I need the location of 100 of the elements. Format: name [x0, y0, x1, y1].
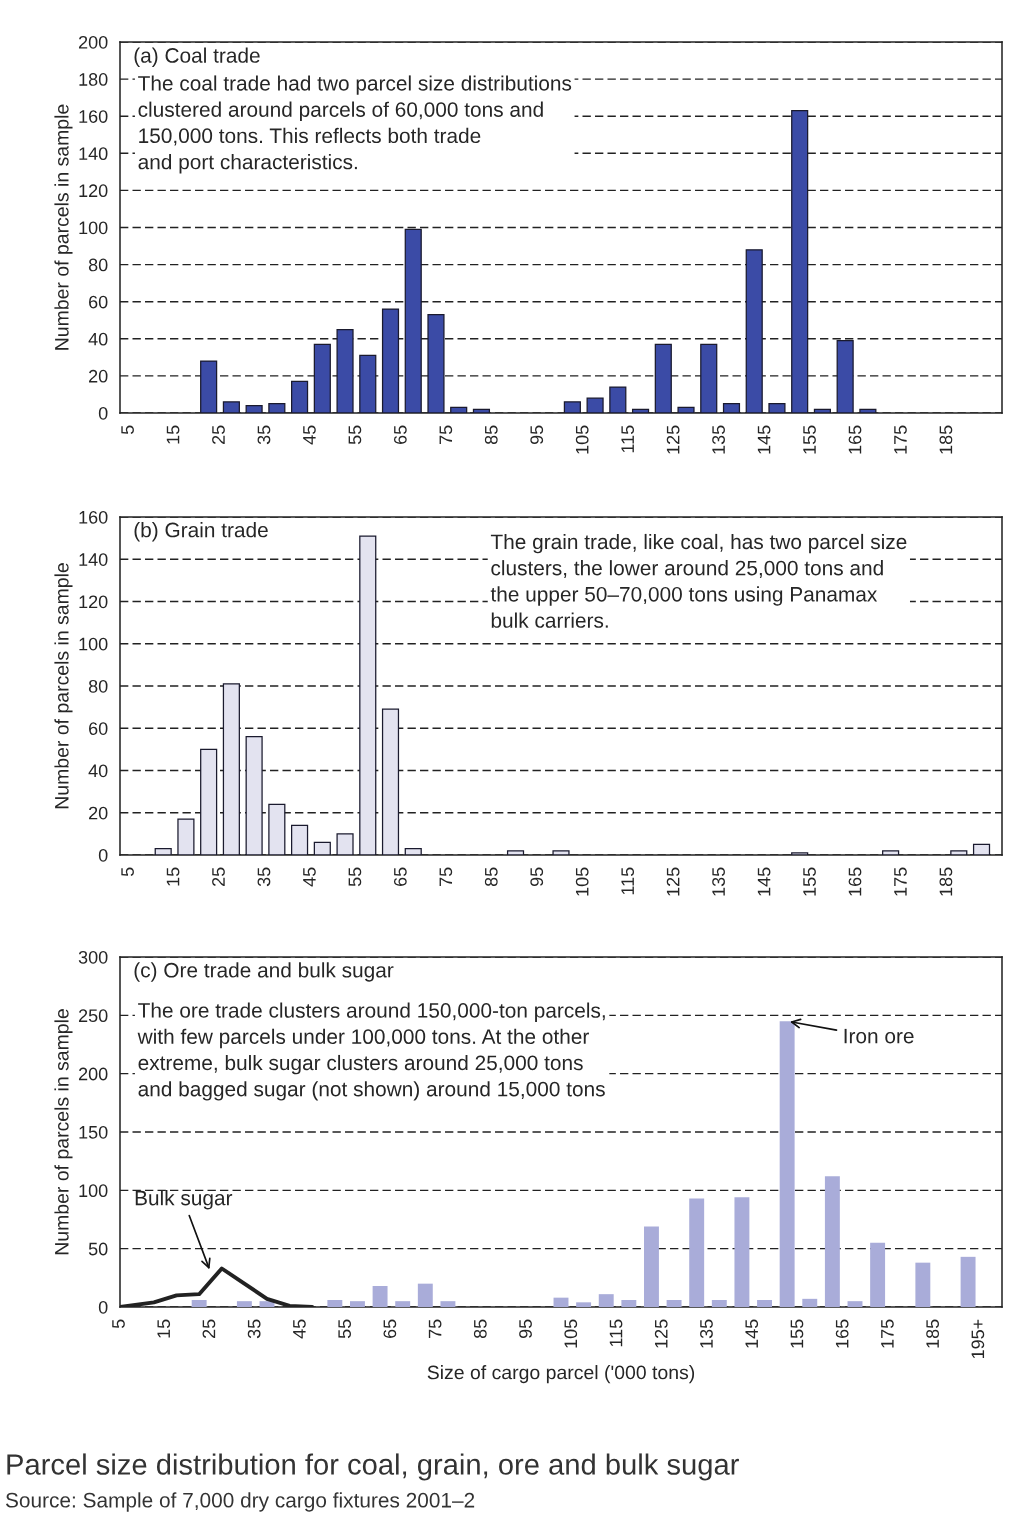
bar [666, 1300, 682, 1307]
x-tick-label: 125 [666, 867, 680, 896]
bar [440, 1301, 456, 1307]
y-tick-label: 20 [89, 806, 108, 820]
x-tick-label: 185 [926, 1319, 939, 1348]
x-tick-label: 5 [112, 1319, 125, 1329]
bar [824, 1176, 840, 1307]
x-tick-label: 65 [393, 867, 407, 886]
x-tick-label: 95 [530, 425, 544, 445]
x-tick-label: 165 [848, 867, 862, 896]
bar [236, 1301, 252, 1307]
x-tick-label: 185 [939, 425, 953, 454]
x-tick-label: 105 [564, 1319, 578, 1348]
y-tick-label: 180 [79, 73, 108, 86]
bar [779, 1021, 795, 1307]
y-tick-label: 20 [89, 369, 108, 383]
bar [191, 1300, 207, 1307]
bar [734, 1197, 750, 1307]
bar [327, 1300, 343, 1307]
source-note: Source: Sample of 7,000 dry cargo fixtures 2001–2 [5, 1492, 475, 1512]
bar [757, 1300, 772, 1307]
y-tick-label: 60 [89, 722, 108, 735]
x-tick-label: 195+ [971, 1319, 985, 1359]
bar [350, 1301, 365, 1307]
bar [960, 1256, 976, 1307]
x-tick-label: 125 [666, 425, 680, 454]
x-tick-label: 145 [745, 1319, 759, 1348]
x-tick-label: 105 [575, 425, 589, 454]
x-tick-label: 115 [621, 867, 635, 895]
annotation: Bulk sugar [135, 1190, 233, 1210]
y-tick-label: 60 [89, 295, 108, 309]
x-tick-label: 95 [519, 1319, 532, 1339]
x-tick-label: 55 [338, 1319, 351, 1339]
x-tick-label: 5 [121, 425, 134, 435]
y-tick-label: 300 [78, 950, 108, 964]
x-tick-label: 95 [530, 867, 544, 887]
y-tick-label: 100 [79, 1184, 108, 1198]
bar [553, 1297, 569, 1307]
x-tick-label: 135 [712, 425, 725, 454]
y-axis-title: Number of parcels in sample [54, 104, 73, 350]
y-tick-label: 200 [78, 1067, 108, 1081]
x-tick-label: 185 [939, 867, 953, 896]
x-tick-label: 135 [712, 867, 725, 896]
bar [621, 1300, 637, 1307]
bar [802, 1298, 818, 1307]
y-tick-label: 100 [79, 637, 108, 651]
y-tick-label: 200 [78, 35, 108, 49]
bar [644, 1226, 659, 1307]
x-tick-label: 55 [348, 867, 362, 887]
y-tick-label: 40 [88, 332, 108, 346]
y-tick-label: 0 [98, 1300, 108, 1314]
x-axis-title: Size of cargo parcel ('000 tons) [427, 1365, 695, 1384]
y-tick-label: 160 [79, 510, 108, 524]
x-tick-label: 45 [303, 867, 316, 887]
annotation: The coal trade had two parcel size distributions clustered around parcels of 60,000 tons and 150,000 tons. This reflects both trade and port characteristics. [138, 75, 572, 174]
x-tick-label: 175 [881, 1319, 894, 1348]
x-tick-label: 45 [303, 425, 316, 445]
x-tick-label: 75 [439, 425, 453, 444]
x-tick-label: 65 [383, 1319, 397, 1338]
x-tick-label: 85 [484, 425, 498, 445]
x-tick-label: 15 [157, 1319, 171, 1338]
bar [689, 1198, 705, 1307]
x-tick-label: 155 [790, 1319, 804, 1348]
bar [576, 1302, 592, 1307]
text: Parcel size distribution for coal, grain, ore and bulk sugar [7, 1453, 739, 1481]
x-tick-label: 5 [121, 867, 134, 877]
annotation: The grain trade, like coal, has two parcel size clusters, the lower around 25,000 tons and the upper 50–70,000 tons using Panamax bulk carriers. [490, 533, 907, 628]
y-tick-label: 0 [98, 848, 108, 862]
bar [395, 1301, 411, 1307]
x-tick-label: 55 [348, 425, 362, 445]
annotation: Iron ore [844, 1028, 914, 1044]
x-tick-label: 155 [803, 425, 816, 454]
x-tick-label: 145 [757, 425, 771, 454]
x-tick-label: 65 [393, 425, 407, 444]
x-tick-label: 165 [835, 1319, 849, 1348]
x-tick-label: 115 [609, 1319, 623, 1347]
x-tick-label: 75 [439, 867, 453, 886]
x-tick-label: 75 [428, 1319, 442, 1338]
x-tick-label: 175 [894, 867, 907, 896]
x-tick-label: 25 [212, 425, 225, 444]
y-tick-label: 250 [78, 1009, 108, 1023]
x-tick-label: 145 [757, 867, 771, 896]
x-tick-label: 35 [247, 1319, 261, 1339]
x-tick-label: 15 [166, 425, 180, 444]
y-axis-title: Number of parcels in sample [54, 563, 73, 809]
x-tick-label: 165 [848, 425, 862, 454]
x-tick-label: 15 [166, 867, 180, 886]
x-tick-label: 85 [473, 1319, 487, 1339]
x-tick-label: 45 [293, 1319, 306, 1339]
bar [870, 1242, 886, 1307]
y-tick-label: 150 [79, 1125, 108, 1139]
x-tick-label: 35 [257, 867, 271, 887]
bar [915, 1262, 931, 1307]
y-tick-label: 80 [88, 679, 108, 693]
x-tick-label: 175 [894, 425, 907, 454]
x-tick-label: 25 [212, 867, 225, 886]
annotation: The ore trade clusters around 150,000-ton parcels, with few parcels under 100,000 tons. At the other extreme, bulk sugar clusters around 25,000 tons and bagged sugar (not shown) around 15,000 tons [137, 1002, 605, 1101]
x-tick-label: 35 [257, 425, 271, 445]
y-tick-label: 120 [79, 595, 108, 609]
y-tick-label: 40 [88, 764, 108, 778]
